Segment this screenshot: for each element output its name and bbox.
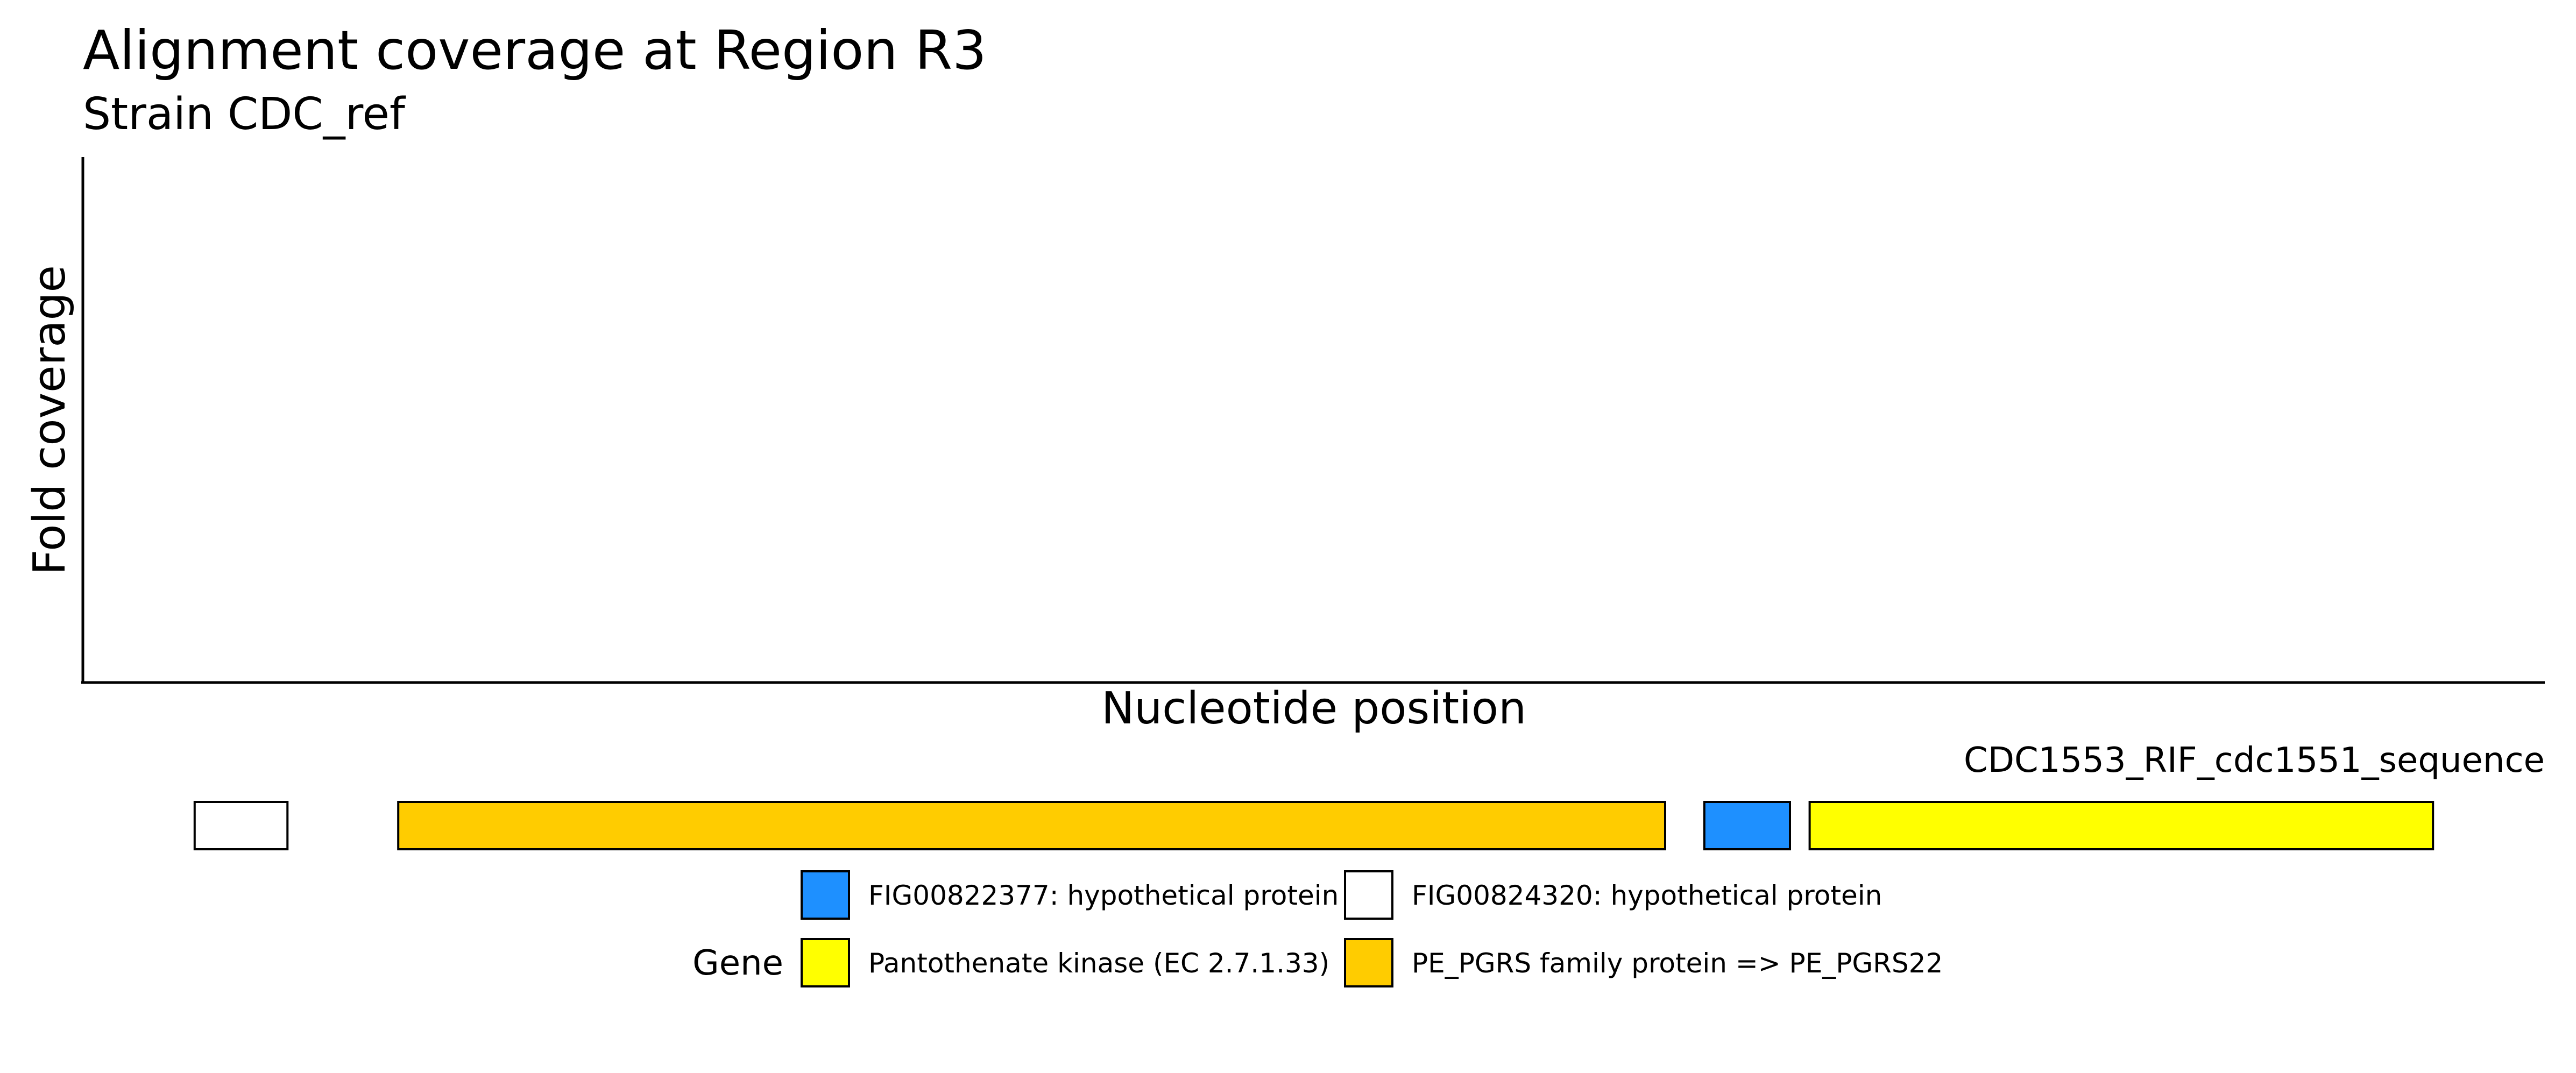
legend: FIG00822377: hypothetical protein FIG0082… <box>801 870 1943 987</box>
x-axis-label: Nucleotide position <box>1101 683 1526 734</box>
gene-bar <box>1703 801 1792 850</box>
y-axis-label: Fold coverage <box>24 265 75 575</box>
legend-label: FIG00824320: hypothetical protein <box>1412 880 1882 911</box>
gene-bar <box>1808 801 2435 850</box>
legend-title: Gene <box>692 943 783 983</box>
chart-subtitle: Strain CDC_ref <box>83 89 406 140</box>
chart-title: Alignment coverage at Region R3 <box>83 19 987 82</box>
legend-swatch <box>1344 938 1393 987</box>
legend-swatch <box>1344 870 1393 920</box>
legend-label: FIG00822377: hypothetical protein <box>868 880 1339 911</box>
legend-label: Pantothenate kinase (EC 2.7.1.33) <box>868 948 1329 979</box>
track-label: CDC1553_RIF_cdc1551_sequence <box>1964 741 2545 780</box>
gene-track <box>193 801 2435 850</box>
gene-bar <box>397 801 1667 850</box>
legend-label: PE_PGRS family protein => PE_PGRS22 <box>1412 948 1943 979</box>
legend-swatch <box>801 870 850 920</box>
legend-swatch <box>801 938 850 987</box>
gene-bar <box>193 801 289 850</box>
